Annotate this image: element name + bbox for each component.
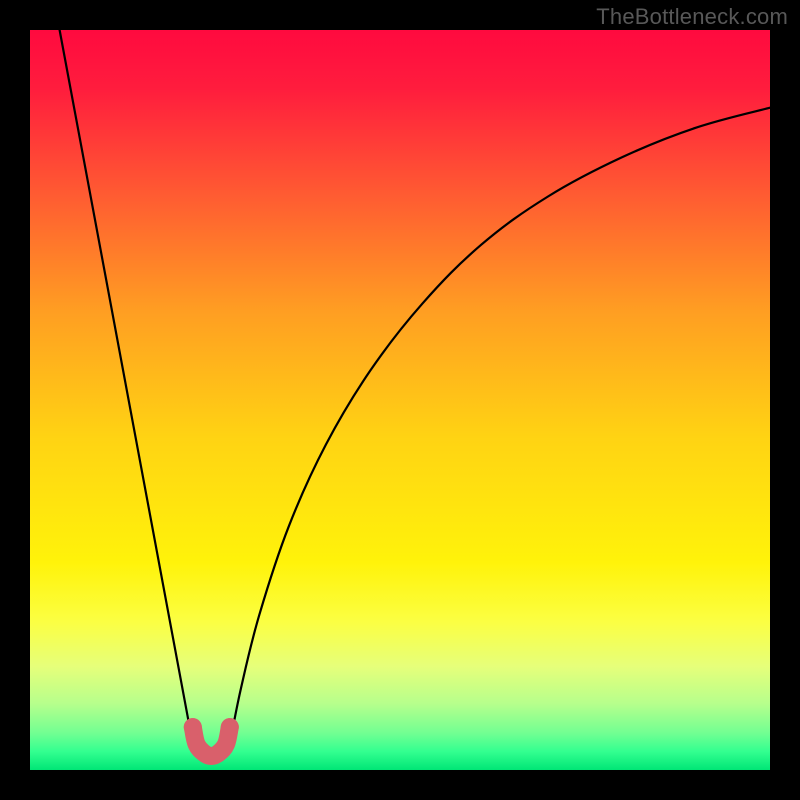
watermark-text: TheBottleneck.com xyxy=(596,4,788,30)
chart-frame: TheBottleneck.com xyxy=(0,0,800,800)
bottleneck-curve-chart xyxy=(0,0,800,800)
